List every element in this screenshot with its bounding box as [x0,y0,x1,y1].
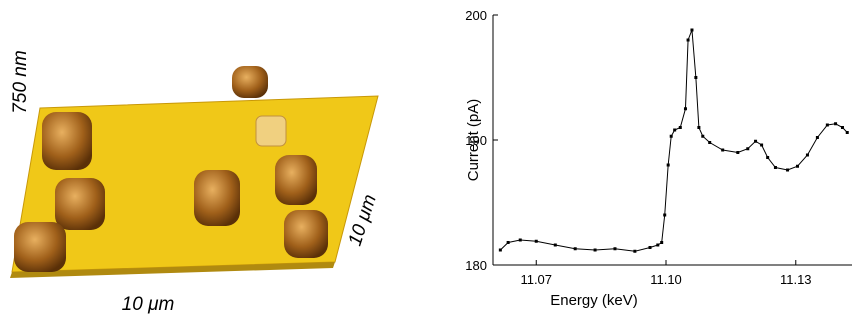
data-point [553,243,557,247]
data-point [678,126,682,129]
data-point [834,122,838,126]
data-point [736,151,740,154]
data-point [845,131,849,134]
afm-feature [194,170,240,226]
line-chart: Energy (keV) Current (pA) 180 190 200 11.07… [465,8,852,309]
afm-feature [42,112,92,170]
data-point [697,126,701,129]
data-point [815,136,819,139]
data-point [660,241,664,244]
x-tick-label: 11.13 [780,272,812,287]
data-point [669,134,673,138]
afm-edge [10,262,335,278]
data-point [840,126,844,129]
data-point [690,28,694,32]
y-axis-label: Current (pA) [465,99,482,182]
afm-image: 750 nm 10 μm 10 μm [10,50,381,315]
data-point [593,248,597,252]
data-point [573,247,577,251]
data-point [518,238,522,242]
data-point [746,147,750,151]
afm-feature [55,178,105,230]
data-point [666,163,670,167]
data-point [673,128,677,132]
data-point [656,243,660,247]
z-label: 750 nm [10,50,31,113]
data-point [694,76,698,79]
afm-feature [284,210,328,258]
data-point [613,247,617,251]
data-point [648,246,652,249]
x-label: 10 μm [122,294,175,315]
data-point [805,153,809,157]
afm-feature [255,115,287,147]
data-point [701,134,705,138]
data-point [506,241,510,244]
data-point [498,248,502,252]
data-point [786,168,790,172]
x-tick-label: 11.07 [520,272,552,287]
data-point [633,249,637,253]
y-tick-label: 190 [465,133,487,148]
data-point [708,141,712,144]
afm-feature [14,222,66,272]
data-point [686,38,690,42]
data-point [663,213,667,217]
x-tick-label: 11.10 [650,272,682,287]
afm-feature [232,66,268,98]
data-point [683,107,687,111]
data-point [534,239,538,243]
data-point [760,143,764,147]
data-point [721,148,725,152]
data-point [796,164,800,168]
data-line [500,29,848,252]
y-tick-label: 180 [465,258,487,273]
data-point [766,156,770,159]
data-point [773,166,777,169]
afm-feature [275,155,317,205]
data-point [754,139,758,143]
x-axis-label: Energy (keV) [550,292,638,309]
y-tick-label: 200 [465,8,487,23]
data-point [825,123,829,127]
